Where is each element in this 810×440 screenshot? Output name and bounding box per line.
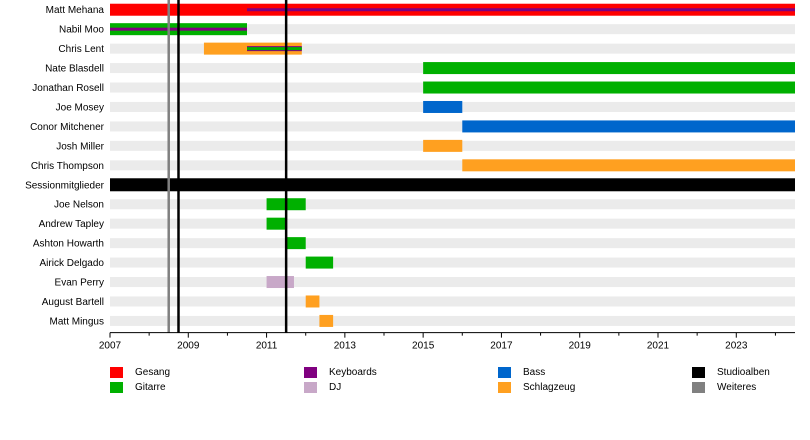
row-background [110,121,795,132]
legend-item-bass: Bass [498,365,545,379]
row-label: Jonathan Rosell [32,83,104,94]
legend-swatch-weiteres [692,381,705,393]
x-tick-label: 2021 [647,341,670,352]
bar-dj [266,276,294,289]
legend-swatch-studioalben [692,366,705,378]
bar-gitarre [266,217,287,230]
x-tick-label: 2019 [569,341,592,352]
legend-label-gesang: Gesang [135,366,171,378]
legend-swatch-schlagzeug [498,381,511,393]
row-label: Matt Mehana [46,5,105,16]
bar-gitarre [305,256,334,269]
row-label: Nate Blasdell [45,64,104,75]
row-background [110,43,795,54]
bar-bass [423,100,463,113]
legend-label-dj: DJ [329,381,342,393]
row-background [110,160,795,171]
row-label: Sessionmitglieder [25,180,105,191]
bar-gitarre [286,237,306,250]
row-label: Nabil Moo [59,25,104,36]
bar-gitarre [423,62,795,75]
row-label: Conor Mitchener [30,122,105,133]
legend-item-weiteres: Weiteres [692,380,756,394]
row-label: Joe Mosey [56,102,104,113]
legend-swatch-keyboards [304,366,317,378]
legend-label-gitarre: Gitarre [135,381,166,393]
legend: Gesang Keyboards Bass Studioalben Gitarr… [0,360,810,400]
x-tick-label: 2015 [412,341,435,352]
legend-swatch-gitarre [110,381,123,393]
legend-swatch-bass [498,366,511,378]
row-label: Chris Lent [58,44,104,55]
row-label: Josh Miller [56,141,104,152]
row-label: Joe Nelson [54,200,104,211]
row-background [110,257,795,268]
legend-item-studioalben: Studioalben [692,365,770,379]
legend-label-keyboards: Keyboards [329,366,377,378]
x-tick-label: 2011 [256,341,278,352]
x-tick-label: 2013 [334,341,357,352]
bar-bass [462,120,795,133]
row-background [110,296,795,307]
bar-schlagzeug [319,314,334,327]
legend-item-dj: DJ [304,380,341,394]
row-background [110,199,795,210]
bar-studioalben [110,178,795,192]
legend-label-bass: Bass [523,366,546,378]
bar-stripe-gitarre [247,47,302,51]
bar-schlagzeug [305,295,320,308]
legend-swatch-gesang [110,366,123,378]
legend-swatch-dj [304,381,317,393]
x-tick-label: 2009 [177,341,200,352]
row-background [110,315,795,326]
row-label: August Bartell [42,297,104,308]
row-label: Chris Thompson [31,161,104,172]
legend-label-studioalben: Studioalben [717,366,770,378]
row-background [110,238,795,249]
x-tick-label: 2023 [725,341,748,352]
legend-label-schlagzeug: Schlagzeug [523,381,576,393]
bar-gitarre [423,81,795,94]
bar-stripe-keyboards [247,8,795,12]
row-label: Andrew Tapley [39,219,104,230]
timeline-chart: Matt Mehana Nabil Moo Chris Lent Nate Blasd… [25,0,795,352]
row-background [110,24,795,35]
row-background [110,277,795,288]
legend-item-schlagzeug: Schlagzeug [498,380,575,394]
row-label: Matt Mingus [50,316,104,327]
x-tick-label: 2007 [99,341,122,352]
row-label: Evan Perry [55,278,104,289]
legend-item-keyboards: Keyboards [304,365,377,379]
bar-schlagzeug [462,159,795,172]
bar-schlagzeug [423,139,463,152]
x-tick-label: 2017 [490,341,513,352]
legend-label-weiteres: Weiteres [717,381,757,393]
row-label: Airick Delgado [40,258,105,269]
legend-item-gesang: Gesang [110,365,170,379]
row-label: Ashton Howarth [33,239,104,250]
legend-item-gitarre: Gitarre [110,380,166,394]
row-background [110,218,795,229]
